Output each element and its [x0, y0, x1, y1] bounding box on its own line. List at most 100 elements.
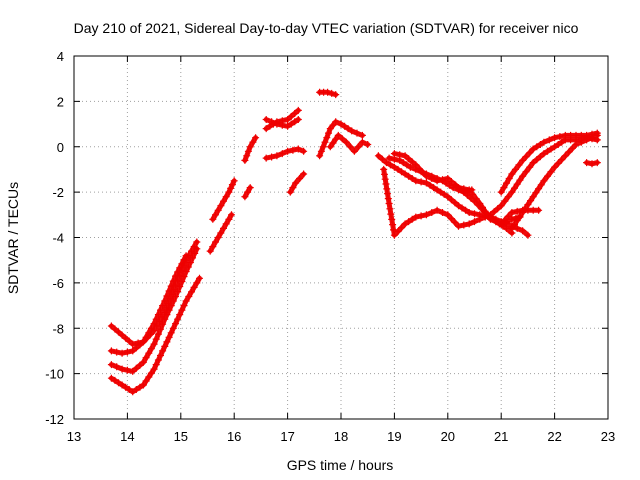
y-tick-label: 4 [57, 49, 64, 64]
data-point [497, 220, 505, 228]
x-tick-label: 20 [441, 429, 455, 444]
data-point [547, 168, 555, 176]
data-point [157, 325, 164, 333]
data-point [583, 131, 591, 139]
data-point [508, 215, 516, 223]
data-point [172, 293, 179, 300]
data-point [385, 200, 393, 207]
data-point [455, 222, 462, 230]
data-point [508, 224, 516, 232]
data-point [447, 178, 455, 185]
data-point [139, 381, 147, 389]
data-point [588, 130, 596, 138]
data-point [422, 179, 430, 187]
data-point [422, 211, 430, 219]
data-point [444, 193, 452, 201]
y-tick-label: 0 [57, 140, 64, 155]
data-point [521, 205, 529, 213]
series-track-6 [209, 177, 238, 223]
data-point [123, 366, 131, 374]
data-point [163, 311, 171, 319]
data-point [535, 206, 543, 214]
data-point [384, 195, 392, 203]
data-point [193, 279, 201, 287]
data-point [487, 215, 494, 223]
data-point [222, 193, 230, 201]
data-point [577, 138, 585, 146]
data-point [284, 147, 292, 155]
data-point [353, 129, 361, 137]
data-point [440, 190, 448, 198]
data-point [150, 340, 158, 348]
data-point [241, 156, 249, 164]
data-point [522, 168, 530, 176]
data-point [456, 185, 464, 193]
data-point [547, 145, 555, 153]
data-point [145, 373, 153, 381]
x-axis-label: GPS time / hours [287, 457, 394, 473]
data-point [358, 138, 366, 146]
data-point [212, 238, 219, 246]
data-point [472, 195, 480, 203]
data-point [481, 207, 489, 215]
data-point [405, 155, 413, 163]
data-point [412, 161, 420, 169]
data-point [346, 143, 354, 151]
data-point [132, 344, 140, 352]
data-point [417, 178, 425, 186]
data-point [214, 206, 222, 214]
data-point [519, 172, 527, 180]
data-point [118, 349, 126, 357]
y-tick-labels: 4 2 0 -2 -4 -6 -8 -10 -12 [45, 49, 64, 427]
series-track-10 [262, 116, 302, 130]
data-point [515, 161, 523, 169]
data-point [165, 306, 173, 314]
data-point [444, 211, 452, 219]
data-point [142, 377, 150, 385]
y-tick-label: -6 [52, 276, 64, 291]
data-point [113, 348, 121, 356]
data-point [593, 129, 601, 137]
data-point [206, 247, 214, 255]
data-point [176, 264, 184, 272]
data-point [439, 176, 446, 184]
data-point [165, 333, 173, 341]
data-point [398, 224, 405, 232]
axis-ticks [73, 55, 609, 420]
series-line [210, 178, 237, 222]
data-point [228, 211, 235, 219]
data-point [249, 138, 257, 146]
data-point [387, 210, 395, 218]
data-point [246, 143, 254, 151]
data-point [152, 335, 160, 343]
data-point [167, 329, 175, 337]
data-point [142, 333, 150, 341]
data-point [319, 143, 327, 151]
data-point [163, 338, 171, 346]
data-point [332, 118, 340, 126]
data-point [136, 341, 144, 349]
x-tick-label: 14 [120, 429, 134, 444]
data-point [180, 302, 188, 310]
data-point [501, 216, 509, 224]
data-point [209, 215, 217, 223]
data-point [178, 260, 186, 268]
data-point [159, 347, 167, 355]
x-tick-label: 23 [601, 429, 615, 444]
data-point [185, 293, 193, 300]
data-point [522, 153, 530, 161]
data-point [386, 161, 394, 169]
data-point [284, 116, 292, 123]
series-track-23 [497, 129, 601, 196]
data-point [380, 165, 388, 173]
y-tick-label: -4 [52, 231, 64, 246]
data-point [157, 306, 164, 314]
data-point [150, 365, 158, 373]
data-point [291, 110, 299, 117]
data-point [394, 228, 402, 235]
data-point [182, 297, 190, 305]
data-point [417, 212, 425, 220]
data-point [273, 120, 281, 128]
data-point [289, 184, 297, 192]
data-point [174, 268, 182, 276]
